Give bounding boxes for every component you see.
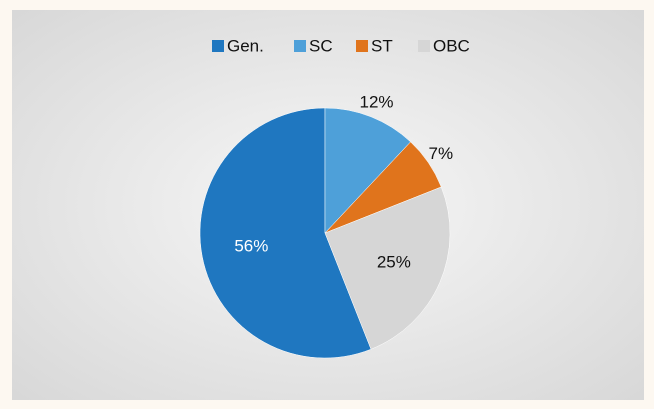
legend-label: ST [371, 36, 393, 55]
data-label: 12% [360, 92, 394, 111]
legend-label: Gen. [227, 36, 264, 55]
legend-label: OBC [433, 36, 470, 55]
legend-swatch [212, 40, 224, 52]
pie-slice [199, 107, 372, 359]
legend-swatch [294, 40, 306, 52]
pie-slice [324, 107, 411, 234]
legend-swatch [356, 40, 368, 52]
legend-swatch [418, 40, 430, 52]
data-label: 56% [234, 237, 268, 256]
legend-label: SC [309, 36, 333, 55]
data-label: 7% [429, 144, 454, 163]
data-label: 25% [377, 252, 411, 271]
pie-slice [324, 186, 451, 350]
